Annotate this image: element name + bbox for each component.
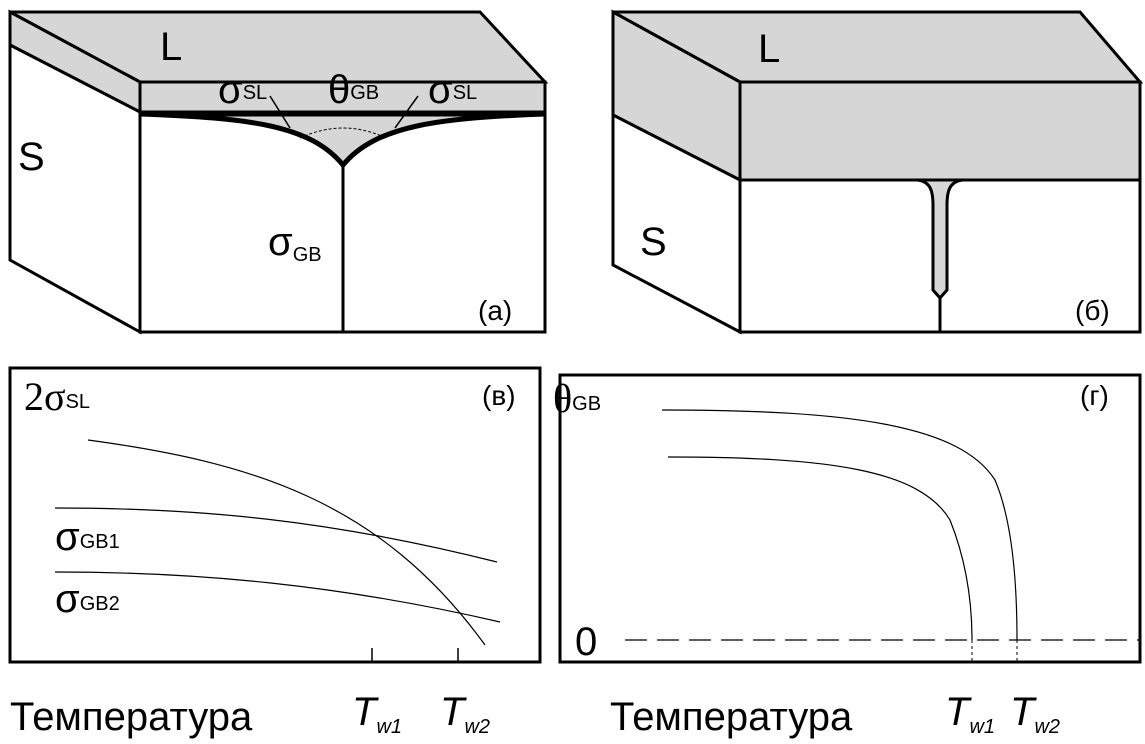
panel-tag: (в) — [482, 380, 516, 411]
panel-tag: (а) — [478, 295, 512, 326]
curve-upper — [661, 409, 1018, 641]
liquid-front — [738, 80, 1142, 182]
solid-label: S — [18, 135, 45, 179]
panel-b: L S (б) — [611, 9, 1144, 335]
sigma-sl-right: σSL — [428, 68, 477, 112]
groove — [917, 178, 963, 301]
liquid-label: L — [160, 25, 182, 69]
coef: 2 — [24, 374, 44, 419]
subscript: GB — [350, 82, 379, 104]
symbol: T — [945, 690, 972, 734]
panel-tag: (г) — [1080, 380, 1109, 411]
curve-sigma-gb2 — [54, 571, 501, 623]
symbol: σ — [218, 68, 243, 112]
subscript: GB2 — [80, 593, 120, 615]
curve-label: 2σSL — [24, 374, 90, 419]
frame — [8, 366, 542, 664]
symbol: T — [440, 690, 467, 734]
panel-a: L S σSL θGB σSL σGB (а) — [8, 9, 549, 335]
tick-label: Tw2 — [440, 690, 490, 738]
symbol: θ — [553, 376, 572, 421]
frame — [558, 373, 1142, 664]
panel-c: 2σSL σGB1 σGB2 (в) Температура Tw1 Tw2 — [8, 366, 542, 739]
subscript: GB — [293, 244, 322, 266]
curve-label: σGB2 — [55, 577, 120, 621]
tick-label: Tw1 — [945, 690, 995, 738]
sigma-sl-left: σSL — [218, 68, 267, 112]
subscript: GB1 — [80, 531, 120, 553]
x-label: Температура — [610, 695, 853, 739]
x-label: Температура — [10, 695, 253, 739]
subscript: w2 — [464, 716, 490, 738]
symbol: σ — [268, 220, 293, 264]
zero-label: 0 — [575, 620, 597, 664]
curve-2sigma-sl — [87, 439, 486, 646]
symbol: θ — [328, 68, 350, 112]
symbol: σ — [44, 374, 66, 419]
symbol: σ — [55, 577, 80, 621]
subscript: w2 — [1034, 716, 1060, 738]
subscript: w1 — [969, 716, 995, 738]
panel-tag: (б) — [1075, 295, 1110, 326]
subscript: SL — [66, 391, 90, 413]
symbol: T — [1010, 690, 1037, 734]
subscript: SL — [453, 82, 477, 104]
tick-label: Tw1 — [352, 690, 402, 738]
subscript: w1 — [376, 716, 402, 738]
arrow-sl-right — [394, 95, 419, 129]
sigma-gb: σGB — [268, 220, 322, 266]
curve-label: σGB1 — [55, 515, 120, 559]
subscript: SL — [243, 82, 267, 104]
tick-label: Tw2 — [1010, 690, 1060, 738]
panel-d: θGB 0 (г) Температура Tw1 Tw2 — [553, 373, 1142, 739]
curve-lower — [667, 456, 973, 641]
arrow-sl-left — [269, 95, 291, 129]
symbol: σ — [428, 68, 453, 112]
liquid-label: L — [758, 27, 780, 71]
y-label: θGB — [553, 376, 601, 421]
symbol: T — [352, 690, 379, 734]
solid-label: S — [640, 220, 667, 264]
subscript: GB — [572, 393, 601, 415]
curve-sigma-gb1 — [54, 507, 498, 563]
groove — [139, 111, 546, 169]
theta-gb: θGB — [328, 68, 379, 112]
symbol: σ — [55, 515, 80, 559]
